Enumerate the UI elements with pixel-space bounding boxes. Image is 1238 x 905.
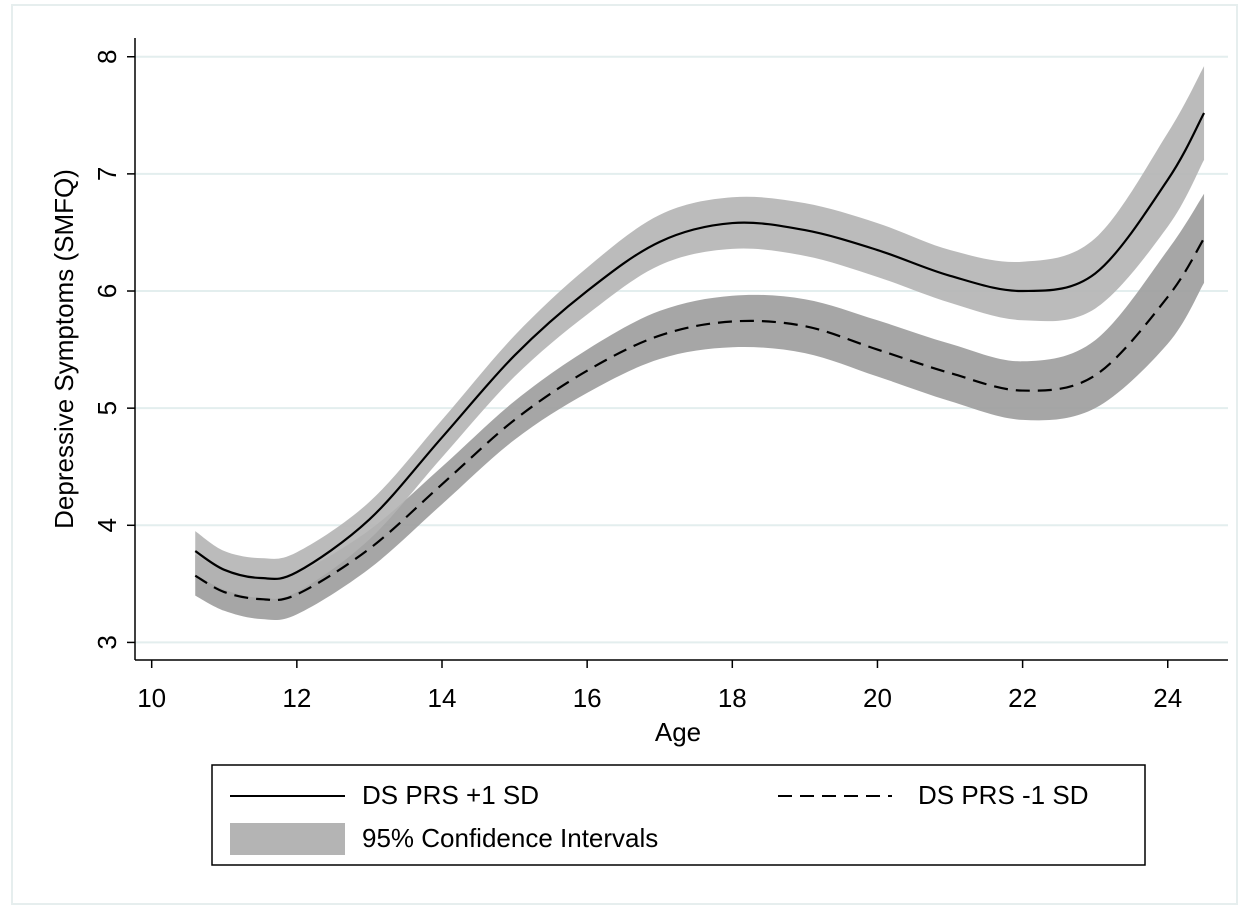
plot-area: 3 4 5 6 7 8 10 12 14 16 18 20 22 24: [92, 38, 1228, 713]
legend-label: DS PRS -1 SD: [918, 780, 1089, 810]
x-tick-label: 10: [137, 683, 166, 713]
x-tick-label: 12: [282, 683, 311, 713]
y-tick-label: 4: [92, 518, 122, 532]
x-tick-label: 22: [1008, 683, 1037, 713]
x-tick-label: 20: [863, 683, 892, 713]
legend-label: DS PRS +1 SD: [362, 780, 539, 810]
x-tick-label: 16: [573, 683, 602, 713]
frame: [11, 4, 1238, 905]
y-tick-label: 5: [92, 401, 122, 415]
x-tick-label: 18: [718, 683, 747, 713]
y-tick-label: 7: [92, 167, 122, 181]
legend-label: 95% Confidence Intervals: [362, 823, 658, 853]
x-axis-label: Age: [655, 717, 701, 747]
legend-swatch: [230, 823, 345, 855]
y-axis-label: Depressive Symptoms (SMFQ): [49, 169, 79, 529]
y-tick-label: 3: [92, 635, 122, 649]
line: [194, 237, 1205, 602]
line: [194, 112, 1206, 580]
x-tick-label: 24: [1153, 683, 1182, 713]
legend: [211, 764, 1146, 866]
y-tick-label: 8: [92, 50, 122, 64]
y-tick-label: 6: [92, 284, 122, 298]
x-tick-label: 14: [428, 683, 457, 713]
